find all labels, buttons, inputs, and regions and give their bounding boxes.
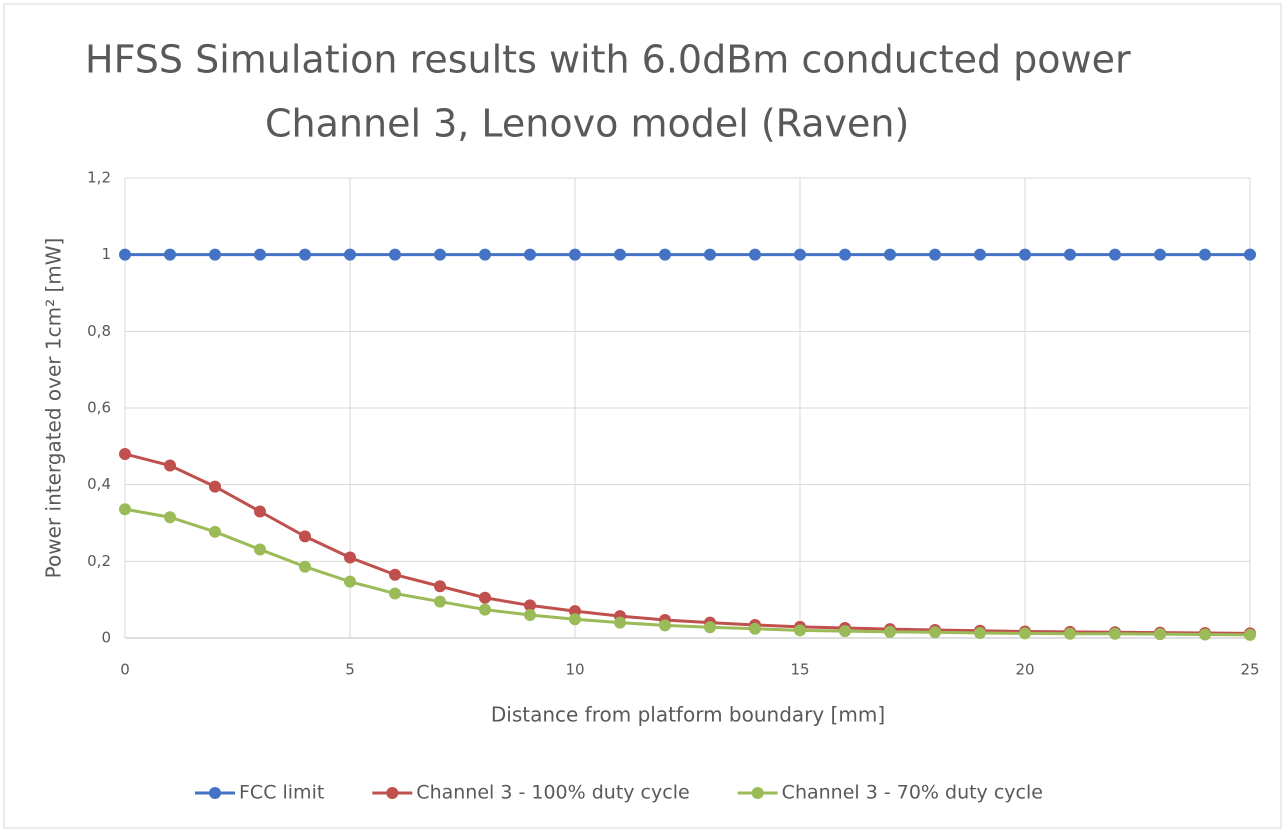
data-point bbox=[164, 459, 176, 472]
legend-marker bbox=[751, 787, 764, 799]
chart-subtitle: Channel 3, Lenovo model (Raven) bbox=[265, 102, 909, 146]
data-point bbox=[749, 248, 761, 261]
data-point bbox=[884, 248, 896, 261]
data-point bbox=[1019, 627, 1031, 640]
data-point bbox=[1154, 248, 1166, 261]
chart-frame bbox=[3, 3, 1282, 829]
data-point bbox=[479, 248, 491, 261]
data-point bbox=[974, 248, 986, 261]
y-tick-label: 0,4 bbox=[87, 475, 111, 493]
data-point bbox=[209, 480, 221, 493]
legend-marker bbox=[386, 787, 399, 799]
data-point bbox=[929, 626, 941, 639]
legend-entry: Channel 3 - 70% duty cycle bbox=[737, 782, 1043, 804]
data-point bbox=[1244, 248, 1256, 261]
data-point bbox=[1109, 248, 1121, 261]
data-point bbox=[164, 511, 176, 524]
y-tick-label: 0,8 bbox=[87, 322, 111, 340]
data-point bbox=[704, 248, 716, 261]
data-point bbox=[794, 248, 806, 261]
data-point bbox=[659, 619, 671, 632]
data-point bbox=[569, 248, 581, 261]
data-point bbox=[479, 603, 491, 616]
data-point bbox=[434, 580, 446, 593]
data-point bbox=[974, 627, 986, 640]
data-point bbox=[524, 248, 536, 261]
data-point bbox=[119, 503, 131, 516]
x-tick-label: 5 bbox=[345, 661, 355, 679]
legend-label: Channel 3 - 70% duty cycle bbox=[782, 782, 1043, 804]
data-point bbox=[254, 505, 266, 518]
x-tick-label: 20 bbox=[1015, 661, 1034, 679]
data-point bbox=[254, 248, 266, 261]
y-tick-label: 1 bbox=[101, 245, 111, 263]
data-point bbox=[254, 543, 266, 556]
data-point bbox=[1109, 627, 1121, 640]
data-point bbox=[209, 248, 221, 261]
data-point bbox=[389, 568, 401, 581]
data-point bbox=[659, 248, 671, 261]
data-point bbox=[434, 248, 446, 261]
data-point bbox=[614, 616, 626, 629]
legend-label: Channel 3 - 100% duty cycle bbox=[416, 782, 689, 804]
series-line bbox=[124, 452, 1251, 635]
data-point bbox=[884, 625, 896, 638]
series-line bbox=[124, 507, 1251, 637]
data-point bbox=[1199, 248, 1211, 261]
data-point bbox=[389, 248, 401, 261]
data-point bbox=[299, 248, 311, 261]
data-point bbox=[164, 248, 176, 261]
data-point bbox=[614, 248, 626, 261]
legend-entry: Channel 3 - 100% duty cycle bbox=[372, 782, 690, 804]
data-point bbox=[479, 591, 491, 604]
data-point bbox=[1064, 627, 1076, 640]
x-tick-label: 0 bbox=[120, 661, 130, 679]
legend-label: FCC limit bbox=[239, 782, 324, 804]
x-tick-label: 25 bbox=[1240, 661, 1259, 679]
legend-marker bbox=[209, 787, 221, 799]
data-point bbox=[749, 622, 761, 635]
data-point bbox=[524, 599, 536, 612]
data-point bbox=[794, 624, 806, 637]
x-tick-label: 10 bbox=[565, 661, 584, 679]
data-point bbox=[524, 609, 536, 621]
data-point bbox=[344, 575, 356, 588]
data-point bbox=[209, 525, 221, 538]
data-point bbox=[569, 613, 581, 626]
chart-title: HFSS Simulation results with 6.0dBm cond… bbox=[85, 38, 1131, 82]
data-point bbox=[389, 587, 401, 600]
y-tick-label: 0,2 bbox=[87, 552, 111, 570]
data-point bbox=[1244, 628, 1256, 641]
data-point bbox=[344, 551, 356, 564]
data-point bbox=[929, 248, 941, 261]
data-point bbox=[839, 625, 851, 638]
x-tick-label: 15 bbox=[790, 661, 809, 679]
y-tick-label: 1,2 bbox=[87, 169, 111, 187]
data-point bbox=[1199, 628, 1211, 641]
data-point bbox=[434, 595, 446, 608]
data-point bbox=[839, 248, 851, 261]
y-axis-label: Power intergated over 1cm² [mW] bbox=[42, 238, 66, 579]
y-tick-label: 0 bbox=[101, 629, 111, 647]
data-point bbox=[299, 560, 311, 573]
data-point bbox=[1064, 248, 1076, 261]
legend-entry: FCC limit bbox=[195, 782, 324, 804]
data-point bbox=[344, 248, 356, 261]
data-point bbox=[1154, 628, 1166, 641]
y-tick-label: 0,6 bbox=[87, 399, 111, 417]
x-axis-label: Distance from platform boundary [mm] bbox=[491, 703, 885, 727]
data-point bbox=[119, 248, 131, 261]
data-point bbox=[1019, 248, 1031, 261]
data-point bbox=[704, 621, 716, 634]
data-point bbox=[119, 448, 131, 460]
data-point bbox=[299, 530, 311, 543]
